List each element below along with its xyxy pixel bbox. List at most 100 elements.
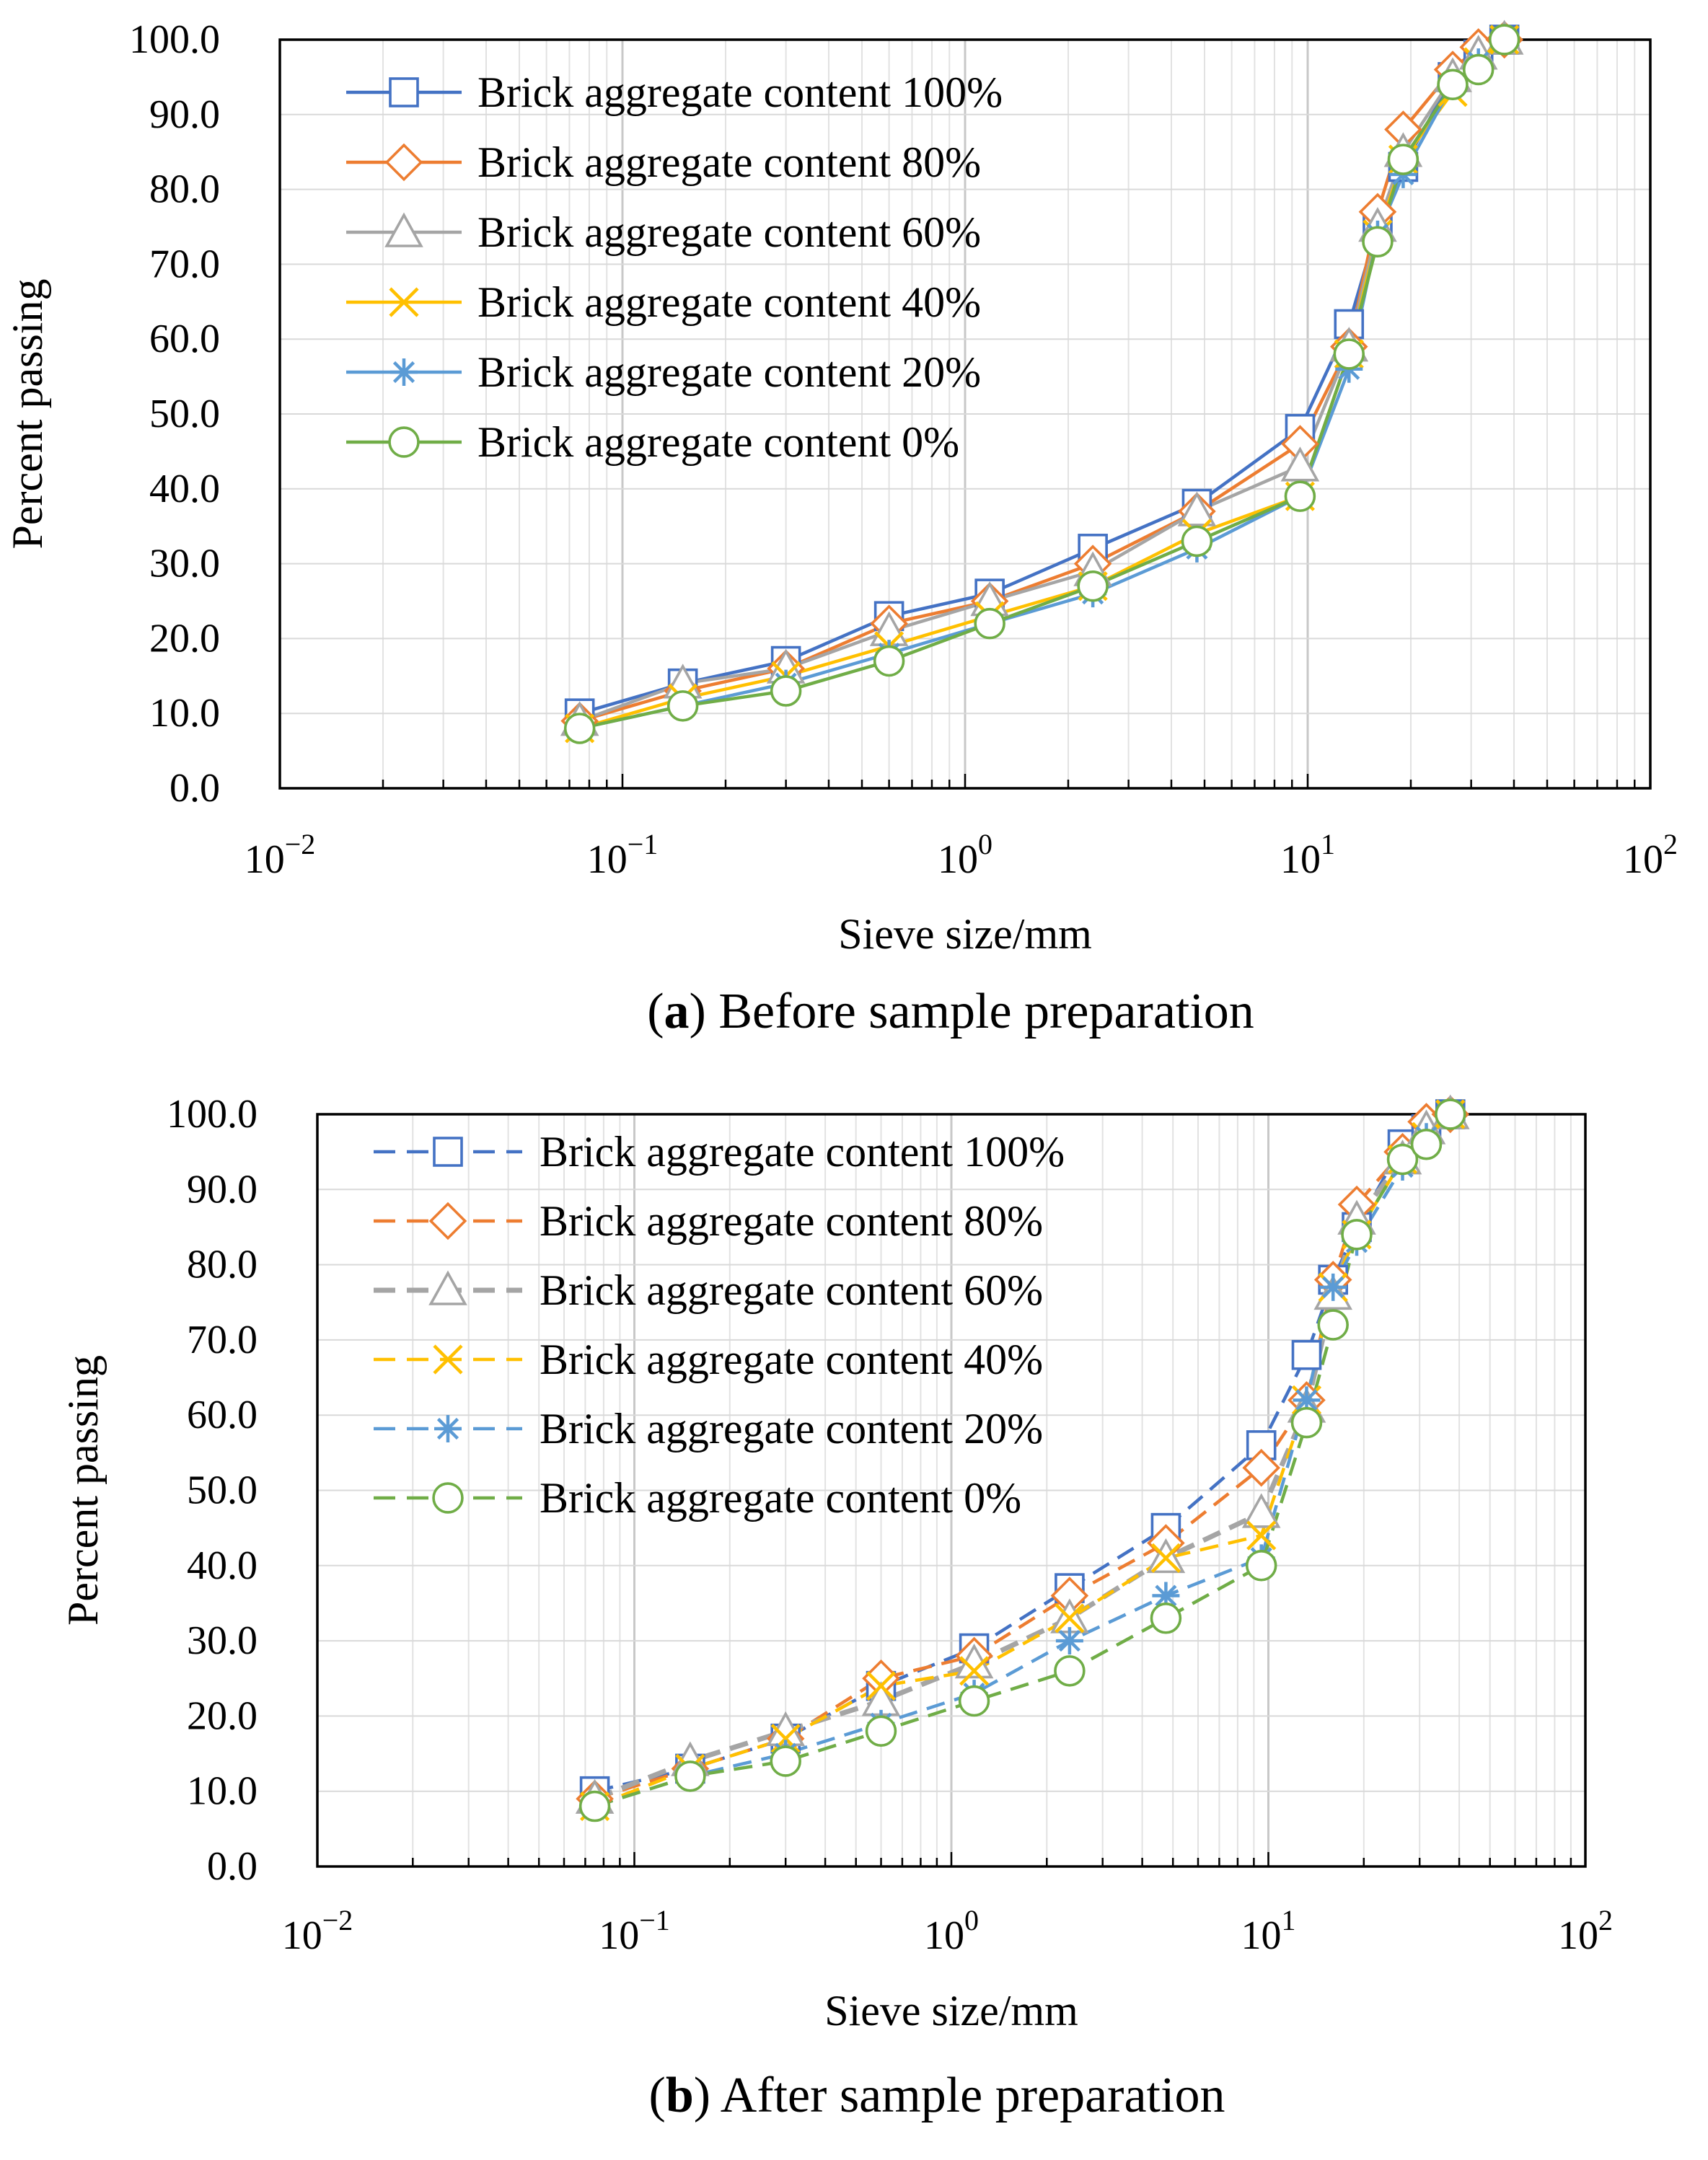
x-tick-exponent: −2 — [322, 1904, 353, 1936]
y-tick-label: 50.0 — [149, 392, 220, 436]
y-tick-label: 20.0 — [149, 616, 220, 661]
y-tick-label: 10.0 — [149, 691, 220, 736]
data-point-marker — [873, 645, 905, 677]
x-tick-exponent: 1 — [1282, 1904, 1296, 1936]
y-tick-label: 0.0 — [170, 766, 220, 811]
data-point-marker — [1150, 1543, 1181, 1573]
y-tick-label: 30.0 — [149, 542, 220, 586]
y-tick-label: 70.0 — [149, 242, 220, 286]
data-point-marker — [1435, 1098, 1466, 1130]
legend-marker — [433, 1137, 463, 1167]
data-point-marker — [1181, 525, 1213, 557]
data-point-marker — [1055, 1627, 1083, 1655]
data-point-marker — [1293, 1386, 1321, 1414]
x-tick-exponent: 2 — [1663, 828, 1678, 860]
x-tick-base: 10 — [1241, 1913, 1282, 1958]
y-tick-label: 50.0 — [187, 1468, 257, 1513]
y-tick-label: 90.0 — [187, 1167, 257, 1212]
data-point-marker — [674, 1760, 706, 1792]
y-tick-label: 30.0 — [187, 1618, 257, 1663]
x-axis-ticks — [316, 1852, 1587, 1866]
data-point-marker — [770, 675, 802, 707]
series-line — [579, 38, 1506, 731]
legend-marker — [384, 143, 423, 182]
y-tick-label: 70.0 — [187, 1318, 257, 1362]
x-tick-base: 10 — [938, 837, 978, 882]
caption-panel-letter: b — [666, 2068, 694, 2123]
data-point-marker — [578, 1790, 611, 1822]
data-point-marker — [1437, 69, 1469, 101]
legend-entry-label: Brick aggregate content 100% — [540, 1128, 1065, 1176]
y-tick-label: 40.0 — [149, 467, 220, 511]
legend-entry-label: Brick aggregate content 20% — [540, 1405, 1043, 1453]
caption-open-paren: ( — [647, 984, 664, 1039]
legend-entry-label: Brick aggregate content 0% — [540, 1474, 1021, 1522]
x-tick-base: 10 — [245, 837, 285, 882]
x-tick-exponent: 1 — [1321, 828, 1335, 860]
series-markers — [563, 24, 1520, 744]
data-point-marker — [1333, 338, 1365, 370]
y-tick-label: 80.0 — [149, 167, 220, 212]
x-tick-base: 10 — [282, 1913, 322, 1958]
data-point-marker — [1410, 1128, 1443, 1160]
y-axis-label: Percent passing — [4, 279, 51, 550]
y-tick-label: 10.0 — [187, 1769, 257, 1814]
x-tick-base: 10 — [1280, 837, 1321, 882]
legend-entry-label: Brick aggregate content 0% — [477, 418, 959, 466]
data-point-marker — [1242, 1448, 1281, 1487]
legend-marker — [428, 1202, 467, 1240]
y-tick-label: 90.0 — [149, 92, 220, 137]
panel-a: 0.0 10.0 20.0 30.0 40.0 50.0 60.0 70.0 80.0 90.0 1… — [4, 17, 1678, 1039]
y-axis-label: Percent passing — [59, 1355, 107, 1626]
legend-entry-label: Brick aggregate content 100% — [477, 69, 1003, 116]
caption-panel-letter: a — [664, 984, 690, 1039]
y-tick-label: 60.0 — [187, 1393, 257, 1437]
x-tick-label: 102 — [1558, 1904, 1613, 1958]
data-point-marker — [1462, 53, 1494, 86]
legend-marker — [433, 1344, 463, 1375]
data-point-marker — [1152, 1582, 1180, 1610]
data-point-marker — [563, 713, 596, 744]
legend-marker — [434, 1415, 462, 1442]
x-tick-exponent: −1 — [639, 1904, 670, 1936]
legend-marker — [390, 358, 418, 386]
series-line — [594, 1113, 1452, 1808]
x-tick-label: 101 — [1280, 828, 1335, 882]
legend-entry-label: Brick aggregate content 40% — [477, 278, 981, 326]
data-point-marker — [866, 1671, 897, 1701]
x-tick-label: 10−1 — [587, 828, 659, 882]
legend-entry-label: Brick aggregate content 60% — [477, 208, 981, 256]
data-point-marker — [974, 607, 1005, 640]
legend: Brick aggregate content 100% Brick aggreg… — [346, 69, 1003, 466]
y-tick-label: 40.0 — [187, 1543, 257, 1588]
x-tick-base: 10 — [587, 837, 628, 882]
data-point-marker — [1290, 1406, 1323, 1439]
y-tick-label: 100.0 — [167, 1092, 257, 1137]
legend-entry-label: Brick aggregate content 20% — [477, 348, 981, 396]
y-tick-label: 60.0 — [149, 317, 220, 361]
x-tick-exponent: 0 — [964, 1904, 979, 1936]
y-tick-label: 80.0 — [187, 1243, 257, 1287]
data-point-marker — [1284, 480, 1316, 512]
series-group — [560, 19, 1524, 744]
legend-entry-label: Brick aggregate content 40% — [540, 1336, 1043, 1383]
panel-caption: (b) After sample preparation — [649, 2068, 1225, 2123]
x-tick-label: 10−2 — [282, 1904, 353, 1958]
data-point-marker — [1177, 491, 1217, 526]
x-axis-ticks — [278, 774, 1652, 788]
x-tick-label: 10−2 — [245, 828, 316, 882]
x-tick-exponent: −1 — [628, 828, 659, 860]
data-point-marker — [1280, 446, 1320, 482]
data-point-marker — [1317, 1309, 1349, 1341]
data-point-marker — [1245, 1550, 1277, 1582]
legend-marker — [384, 212, 423, 247]
x-tick-label: 100 — [938, 828, 992, 882]
x-tick-base: 10 — [1558, 1913, 1598, 1958]
caption-close-paren: ) — [690, 984, 719, 1039]
data-point-marker — [1362, 226, 1394, 258]
y-tick-label: 100.0 — [129, 17, 220, 62]
legend-marker — [389, 77, 419, 107]
data-point-marker — [1246, 1520, 1277, 1551]
x-tick-label: 102 — [1623, 828, 1678, 882]
